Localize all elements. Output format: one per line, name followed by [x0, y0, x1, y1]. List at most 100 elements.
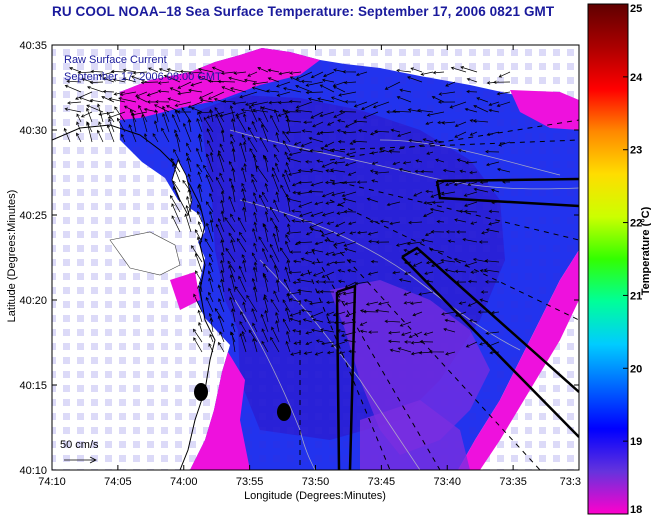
current-vector-arrow: [198, 91, 214, 99]
current-vector-arrow: [131, 75, 148, 83]
current-vector-arrow: [209, 317, 214, 333]
x-axis-label: Longitude (Degrees:Minutes): [244, 490, 386, 502]
current-vector-arrow: [460, 66, 478, 73]
current-vector-arrow: [282, 173, 291, 193]
current-vector-arrow: [154, 109, 159, 123]
current-vector-arrow: [227, 260, 236, 273]
current-vector-arrow: [76, 113, 82, 123]
current-vector-arrow: [496, 167, 511, 173]
current-vector-arrow: [147, 67, 159, 73]
current-vector-arrow: [157, 89, 170, 93]
current-vector-arrow: [331, 181, 346, 186]
current-vector-arrow: [371, 161, 379, 165]
current-vector-arrow: [323, 71, 335, 78]
current-vector-arrow: [305, 90, 324, 95]
current-vector-arrow: [275, 319, 280, 333]
current-vector-arrow: [190, 81, 203, 87]
current-vector-arrow: [441, 311, 456, 316]
current-vector-arrow: [192, 328, 203, 343]
current-vector-arrow: [310, 71, 324, 79]
current-vector-arrow: [220, 239, 225, 253]
current-vector-arrow: [310, 181, 324, 187]
current-vector-arrow: [305, 160, 313, 164]
current-vector-arrow: [464, 201, 478, 207]
current-vector-arrow: [390, 128, 401, 133]
current-vector-arrow: [333, 161, 346, 165]
current-vector-arrow: [213, 98, 225, 103]
current-vector-arrow: [228, 76, 247, 83]
current-vector-arrow: [208, 291, 214, 303]
plot-area: [52, 45, 579, 470]
current-vector-arrow: [170, 157, 181, 173]
current-vector-arrow: [490, 188, 500, 193]
current-vector-arrow: [463, 191, 478, 197]
current-vector-arrow: [266, 89, 280, 93]
current-vector-arrow: [485, 161, 500, 167]
current-vector-arrow: [285, 193, 291, 213]
current-vector-arrow: [338, 91, 357, 97]
current-vector-arrow: [86, 107, 93, 123]
current-vector-arrow: [408, 220, 423, 225]
current-vector-arrow: [358, 129, 368, 133]
current-vector-arrow: [251, 178, 258, 193]
current-vector-arrow: [166, 68, 181, 73]
current-vector-arrow: [228, 264, 236, 283]
current-vector-arrow: [199, 98, 214, 103]
current-vector-arrow: [220, 251, 225, 263]
current-vector-arrow: [215, 176, 225, 193]
current-vector-arrow: [102, 77, 115, 83]
sst-patch-west: [170, 272, 200, 310]
current-vector-arrow: [420, 71, 434, 76]
current-vector-arrow: [403, 291, 412, 296]
current-vector-arrow: [76, 121, 82, 133]
current-vector-arrow: [377, 301, 390, 306]
current-vector-arrow: [241, 134, 247, 143]
current-vector-arrow: [319, 289, 335, 294]
current-vector-arrow: [458, 301, 467, 305]
current-vector-arrow: [229, 87, 247, 93]
current-vector-arrow: [408, 138, 423, 143]
sst-patch-east: [510, 90, 579, 130]
current-vector-arrow: [410, 341, 423, 345]
current-vector-arrow: [194, 229, 203, 243]
current-vector-arrow: [469, 319, 478, 323]
current-vector-arrow: [444, 318, 456, 323]
current-vector-arrow: [465, 341, 478, 348]
current-vector-arrow: [289, 71, 302, 75]
current-vector-arrow: [203, 116, 214, 133]
current-vector-arrow: [197, 204, 203, 213]
current-vector-arrow: [274, 162, 280, 173]
x-tick-label: 74:00: [170, 476, 198, 488]
current-vector-arrow: [143, 133, 148, 143]
current-vector-arrow: [343, 80, 357, 85]
current-vector-arrow: [219, 331, 225, 343]
current-vector-arrow: [413, 191, 423, 197]
current-vector-arrow: [231, 167, 236, 183]
current-vector-arrow: [286, 291, 302, 297]
current-vector-arrow: [230, 213, 236, 223]
current-vector-arrow: [425, 189, 434, 194]
current-vector-arrow: [443, 327, 456, 333]
current-vector-arrow: [252, 286, 258, 303]
current-vector-arrow: [341, 191, 357, 198]
current-vector-arrow: [287, 223, 291, 233]
current-vector-arrow: [353, 101, 368, 108]
current-vector-arrow: [303, 351, 313, 355]
current-vector-arrow: [256, 165, 269, 183]
current-vector-arrow: [257, 67, 269, 73]
current-vector-arrow: [279, 247, 291, 263]
current-vector-arrow: [167, 97, 181, 103]
current-vector-arrow: [209, 219, 214, 233]
current-vector-arrow: [322, 280, 334, 284]
current-vector-arrow: [388, 331, 401, 335]
current-vector-arrow: [237, 216, 247, 233]
current-vector-arrow: [209, 333, 214, 343]
current-vector-arrow: [238, 265, 247, 283]
current-vector-arrow: [329, 168, 346, 173]
current-vector-arrow: [206, 111, 225, 119]
current-vector-arrow: [196, 163, 203, 173]
current-vector-arrow: [239, 91, 258, 99]
current-vector-arrow: [170, 194, 181, 213]
current-vector-arrow: [220, 199, 225, 213]
current-vector-arrow: [302, 318, 313, 323]
